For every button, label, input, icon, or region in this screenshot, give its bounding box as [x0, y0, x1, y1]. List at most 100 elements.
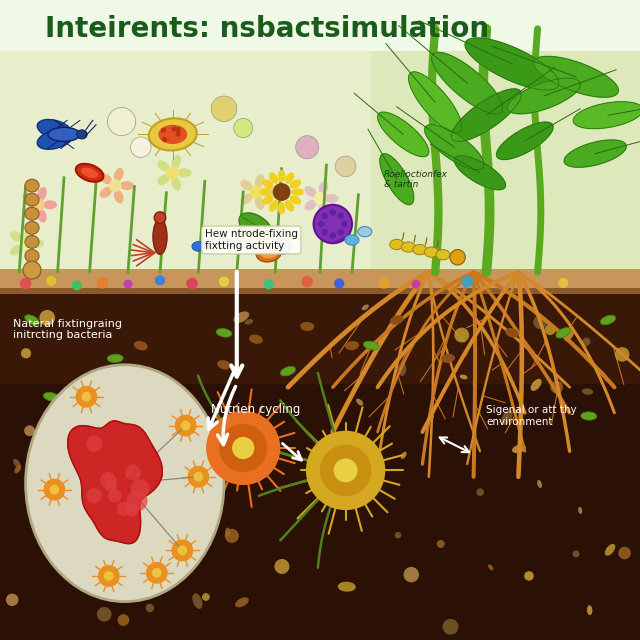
Ellipse shape — [441, 354, 455, 363]
Ellipse shape — [564, 326, 575, 341]
Polygon shape — [508, 78, 580, 114]
Circle shape — [403, 567, 419, 582]
Circle shape — [296, 136, 319, 159]
Ellipse shape — [177, 168, 191, 177]
Ellipse shape — [10, 231, 22, 242]
Circle shape — [162, 137, 167, 142]
Ellipse shape — [278, 202, 285, 214]
Ellipse shape — [582, 388, 593, 395]
Circle shape — [211, 96, 237, 122]
Ellipse shape — [13, 459, 20, 468]
Circle shape — [306, 431, 385, 510]
Ellipse shape — [100, 187, 112, 198]
Ellipse shape — [488, 564, 493, 570]
Circle shape — [186, 278, 198, 289]
Ellipse shape — [157, 161, 170, 172]
Ellipse shape — [285, 200, 294, 212]
Circle shape — [234, 118, 253, 138]
Ellipse shape — [14, 465, 21, 474]
Circle shape — [155, 275, 165, 285]
Ellipse shape — [253, 243, 266, 253]
Circle shape — [81, 392, 92, 402]
Ellipse shape — [37, 130, 72, 149]
Ellipse shape — [305, 186, 317, 197]
Circle shape — [454, 328, 469, 342]
Ellipse shape — [25, 193, 39, 206]
Ellipse shape — [424, 247, 438, 257]
Circle shape — [232, 437, 254, 459]
Ellipse shape — [436, 250, 450, 260]
Ellipse shape — [305, 200, 317, 211]
Ellipse shape — [300, 322, 314, 331]
Ellipse shape — [581, 412, 596, 420]
Ellipse shape — [217, 360, 231, 369]
Ellipse shape — [338, 582, 356, 592]
Circle shape — [524, 571, 534, 580]
Circle shape — [146, 604, 154, 612]
Ellipse shape — [114, 189, 124, 204]
Ellipse shape — [390, 239, 404, 250]
Ellipse shape — [25, 179, 39, 192]
Text: Roelioctionfex
& tartin: Roelioctionfex & tartin — [384, 170, 448, 189]
Polygon shape — [573, 102, 640, 129]
Ellipse shape — [512, 445, 526, 453]
Polygon shape — [497, 122, 553, 159]
Circle shape — [180, 420, 191, 431]
Circle shape — [184, 506, 195, 517]
Circle shape — [151, 387, 160, 396]
Ellipse shape — [25, 315, 39, 325]
Circle shape — [188, 466, 209, 488]
Ellipse shape — [192, 242, 205, 252]
Circle shape — [175, 127, 180, 132]
Ellipse shape — [235, 597, 249, 607]
Circle shape — [550, 381, 563, 394]
Circle shape — [225, 529, 239, 543]
Circle shape — [23, 261, 41, 279]
Ellipse shape — [587, 605, 593, 615]
Ellipse shape — [241, 240, 253, 250]
Circle shape — [321, 229, 328, 236]
Polygon shape — [409, 72, 461, 133]
Ellipse shape — [364, 341, 379, 350]
Ellipse shape — [37, 120, 72, 139]
Ellipse shape — [25, 236, 39, 248]
Circle shape — [104, 571, 114, 581]
Ellipse shape — [81, 168, 98, 178]
Circle shape — [276, 239, 291, 254]
Circle shape — [338, 229, 344, 236]
Circle shape — [131, 137, 151, 157]
Text: Nutrien cycling: Nutrien cycling — [211, 403, 301, 416]
Circle shape — [39, 310, 55, 326]
Ellipse shape — [134, 489, 152, 501]
Ellipse shape — [262, 179, 274, 189]
Circle shape — [321, 212, 328, 219]
Ellipse shape — [285, 172, 294, 184]
Ellipse shape — [153, 219, 167, 255]
Circle shape — [125, 504, 138, 516]
Ellipse shape — [260, 188, 275, 196]
Ellipse shape — [289, 195, 301, 205]
Ellipse shape — [537, 480, 542, 488]
Circle shape — [21, 348, 31, 358]
Circle shape — [6, 593, 19, 606]
Circle shape — [558, 278, 568, 288]
Circle shape — [176, 131, 181, 136]
Bar — [0, 0, 640, 51]
Circle shape — [109, 179, 122, 192]
Circle shape — [108, 108, 136, 136]
Polygon shape — [378, 112, 429, 157]
Ellipse shape — [280, 367, 296, 376]
Circle shape — [338, 212, 344, 219]
Ellipse shape — [10, 244, 22, 255]
Ellipse shape — [216, 237, 229, 247]
Circle shape — [126, 490, 148, 511]
Circle shape — [131, 479, 149, 498]
Circle shape — [19, 237, 32, 250]
Ellipse shape — [600, 315, 616, 325]
Ellipse shape — [578, 507, 582, 514]
Circle shape — [118, 614, 129, 626]
Ellipse shape — [169, 468, 180, 476]
Polygon shape — [564, 140, 627, 167]
Ellipse shape — [241, 193, 253, 204]
Bar — [0, 294, 640, 640]
